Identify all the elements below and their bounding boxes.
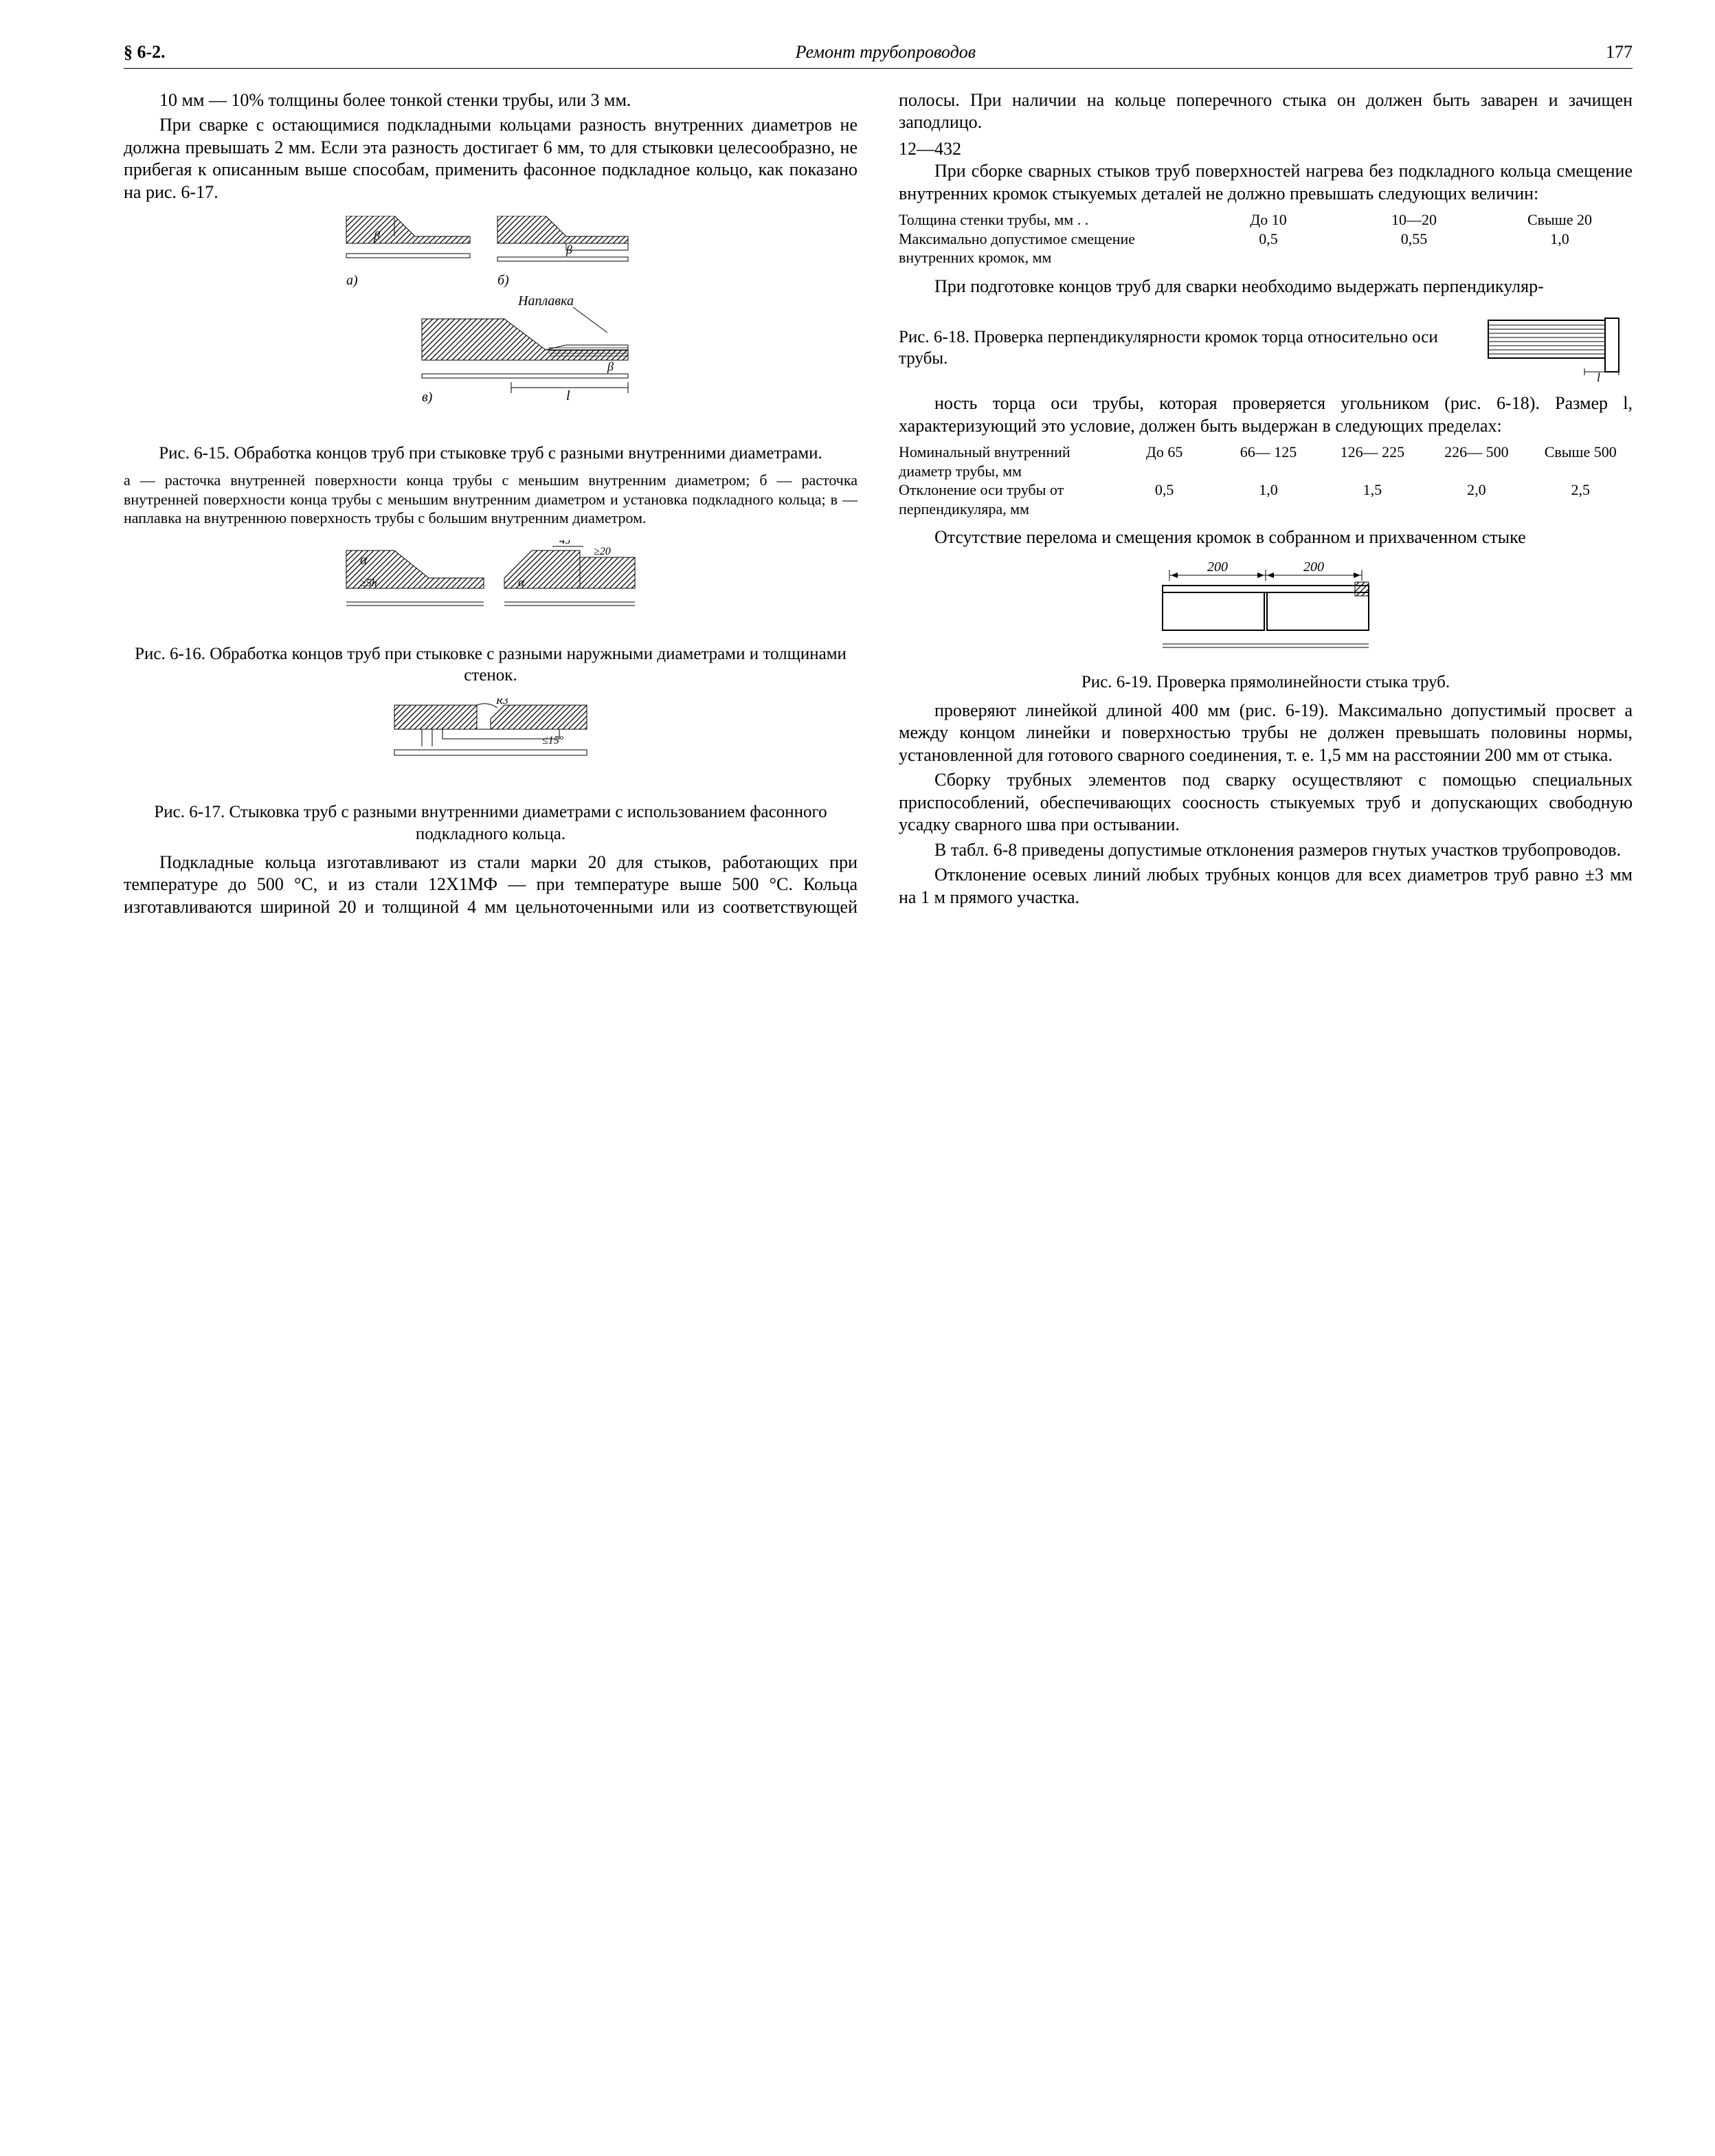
fig15-beta-b: β <box>565 243 572 256</box>
fig15-label-b: б) <box>497 273 509 288</box>
para-r7: В табл. 6-8 приведены допустимые отклоне… <box>899 839 1633 862</box>
para-r1: При сборке сварных стыков труб поверхнос… <box>899 160 1633 205</box>
fig18-caption: Рис. 6-18. Проверка перпендикулярности к… <box>899 326 1469 370</box>
fig18-l: l <box>1597 370 1600 384</box>
fig15-label-a: а) <box>346 273 358 288</box>
para-r4: Отсутствие перелома и смещения кромок в … <box>899 526 1633 549</box>
fig17-ang: ≤15° <box>542 735 564 746</box>
t2-r1-c2: 66— 125 <box>1216 443 1320 480</box>
t2-r1-label: Номинальный внутренний диаметр трубы, мм <box>899 443 1112 480</box>
t2-r2-c2: 1,0 <box>1216 480 1320 518</box>
page-header: § 6-2. Ремонт трубопроводов 177 <box>124 41 1633 69</box>
fig15-beta-a: β <box>373 229 380 243</box>
fig17-caption: Рис. 6-17. Стыковка труб с разными внутр… <box>124 801 857 845</box>
figure-6-17: R3 ≤15° <box>124 698 857 794</box>
fig16-alpha2: α <box>518 575 525 589</box>
fig15-caption: Рис. 6-15. Обработка концов труб при сты… <box>124 443 857 464</box>
figure-6-15: β а) β б) Наплавка <box>124 216 857 436</box>
figure-6-16: α ≥5h 45° ≥20 α <box>124 540 857 636</box>
fig16-h: ≥5h <box>360 577 377 589</box>
t2-r1-c3: 126— 225 <box>1321 443 1424 480</box>
para-l2: При сварке с остающимися подкладными кол… <box>124 114 857 203</box>
fig19-caption: Рис. 6-19. Проверка прямолинейности стык… <box>899 671 1633 693</box>
signature-num: 12—432 <box>899 138 1633 161</box>
figure-6-19: 200 200 <box>899 562 1633 665</box>
t2-r2-c1: 0,5 <box>1112 480 1216 518</box>
figure-6-18: Рис. 6-18. Проверка перпендикулярности к… <box>899 310 1633 386</box>
para-r8: Отклонение осевых линий любых трубных ко… <box>899 864 1633 909</box>
para-r2: При подготовке концов труб для сварки не… <box>899 276 1633 298</box>
para-r3: ность торца оси трубы, которая проверяет… <box>899 392 1633 437</box>
t1-r1-c1: До 10 <box>1196 210 1341 230</box>
fig17-r3: R3 <box>495 698 508 707</box>
fig19-d1: 200 <box>1207 562 1228 575</box>
fig15-beta-v: β <box>607 359 614 373</box>
page-number: 177 <box>1606 41 1633 64</box>
fig15-subcaption: а — расточка внутренней поверхности конц… <box>124 471 857 528</box>
t2-r1-c4: 226— 500 <box>1424 443 1528 480</box>
para-r6: Сборку трубных элементов под сварку осущ… <box>899 769 1633 836</box>
t2-r1-c1: До 65 <box>1112 443 1216 480</box>
fig16-alpha: α <box>360 553 368 568</box>
para-l1: 10 мм — 10% толщины более тонкой стенки … <box>124 89 857 112</box>
t1-r1-c3: Свыше 20 <box>1487 210 1633 230</box>
table-edge-offset: Толщина стенки трубы, мм . . До 10 10—20… <box>899 210 1633 267</box>
t2-r1-c5: Свыше 500 <box>1529 443 1633 480</box>
t1-r2-c3: 1,0 <box>1487 230 1633 267</box>
t1-r2-c2: 0,55 <box>1341 230 1487 267</box>
fig15-label-v: в) <box>422 390 433 405</box>
t2-r2-c3: 1,5 <box>1321 480 1424 518</box>
t1-r2-c1: 0,5 <box>1196 230 1341 267</box>
fig16-45: 45° <box>559 540 574 546</box>
fig15-l: l <box>566 388 570 403</box>
t2-r2-label: Отклонение оси трубы от перпендикуляра, … <box>899 480 1112 518</box>
fig15-naplavka: Наплавка <box>517 293 574 309</box>
t1-r1-label: Толщина стенки трубы, мм . . <box>899 210 1196 230</box>
content-columns: 10 мм — 10% толщины более тонкой стенки … <box>124 89 1633 919</box>
t1-r1-c2: 10—20 <box>1341 210 1487 230</box>
fig16-ge20: ≥20 <box>594 546 611 557</box>
t2-r2-c4: 2,0 <box>1424 480 1528 518</box>
t2-r2-c5: 2,5 <box>1529 480 1633 518</box>
fig16-caption: Рис. 6-16. Обработка концов труб при сты… <box>124 643 857 687</box>
table-perpendicular: Номинальный внутренний диаметр трубы, мм… <box>899 443 1633 518</box>
fig19-d2: 200 <box>1303 562 1324 575</box>
t1-r2-label: Максимально допустимое смещение внутренн… <box>899 230 1196 267</box>
chapter-title: Ремонт трубопроводов <box>166 41 1606 64</box>
section-number: § 6-2. <box>124 41 166 64</box>
para-r5: проверяют линейкой длиной 400 мм (рис. 6… <box>899 700 1633 767</box>
